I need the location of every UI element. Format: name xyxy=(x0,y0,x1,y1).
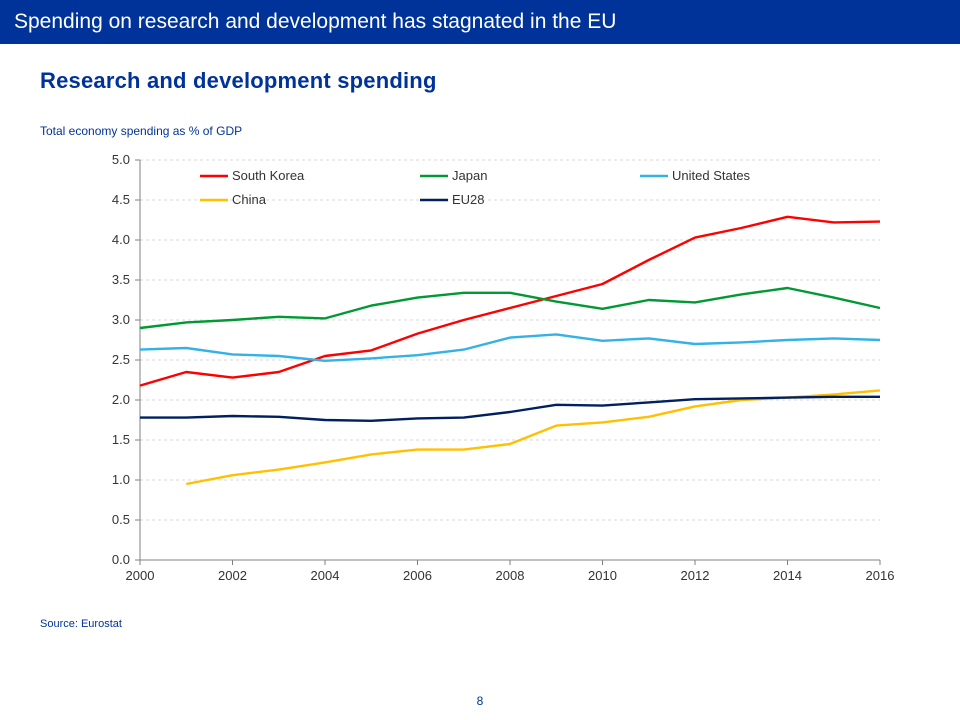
svg-text:2.5: 2.5 xyxy=(112,352,130,367)
svg-text:2.0: 2.0 xyxy=(112,392,130,407)
source-text: Source: Eurostat xyxy=(40,618,920,630)
svg-text:2006: 2006 xyxy=(403,568,432,583)
svg-text:Japan: Japan xyxy=(452,168,487,183)
svg-text:2016: 2016 xyxy=(866,568,895,583)
chart-subtitle: Total economy spending as % of GDP xyxy=(40,124,920,138)
header-bar: Spending on research and development has… xyxy=(0,0,960,44)
svg-text:2000: 2000 xyxy=(126,568,155,583)
svg-text:2010: 2010 xyxy=(588,568,617,583)
svg-text:3.5: 3.5 xyxy=(112,272,130,287)
page-number: 8 xyxy=(0,694,960,708)
svg-text:South Korea: South Korea xyxy=(232,168,305,183)
svg-text:China: China xyxy=(232,192,267,207)
svg-text:4.5: 4.5 xyxy=(112,192,130,207)
line-chart: 0.0 0.5 1.0 1.5 2.0 2.5 3.0 3.5 4.0 4.5 5.0 2000 200… xyxy=(40,152,900,592)
chart-container: 0.0 0.5 1.0 1.5 2.0 2.5 3.0 3.5 4.0 4.5 5.0 2000 200… xyxy=(40,152,900,592)
svg-text:United States: United States xyxy=(672,168,751,183)
svg-text:2014: 2014 xyxy=(773,568,802,583)
svg-text:2002: 2002 xyxy=(218,568,247,583)
svg-text:EU28: EU28 xyxy=(452,192,485,207)
content-area: Research and development spending Total … xyxy=(0,44,960,630)
header-title: Spending on research and development has… xyxy=(14,10,616,33)
svg-text:2004: 2004 xyxy=(311,568,340,583)
svg-text:0.0: 0.0 xyxy=(112,552,130,567)
chart-title: Research and development spending xyxy=(40,68,920,94)
svg-text:4.0: 4.0 xyxy=(112,232,130,247)
svg-text:0.5: 0.5 xyxy=(112,512,130,527)
svg-text:2008: 2008 xyxy=(496,568,525,583)
svg-text:2012: 2012 xyxy=(681,568,710,583)
svg-text:5.0: 5.0 xyxy=(112,152,130,167)
svg-text:1.5: 1.5 xyxy=(112,432,130,447)
svg-text:3.0: 3.0 xyxy=(112,312,130,327)
svg-text:1.0: 1.0 xyxy=(112,472,130,487)
